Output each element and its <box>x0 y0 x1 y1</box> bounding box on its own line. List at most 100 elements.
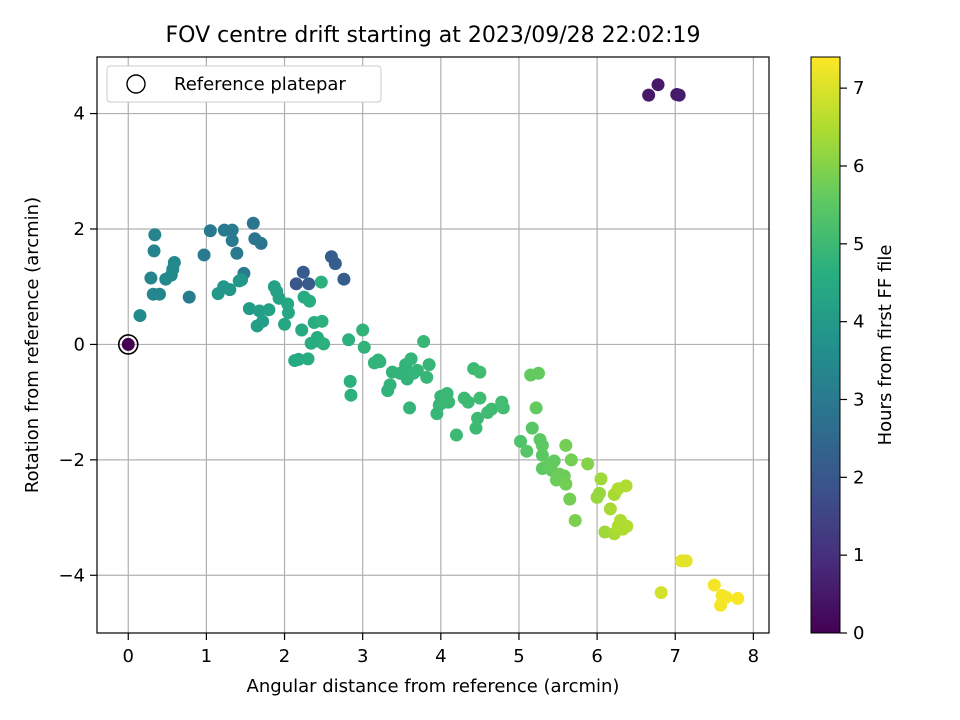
data-point <box>514 434 528 448</box>
data-point <box>485 402 499 416</box>
x-tick-label: 8 <box>748 646 759 667</box>
data-point <box>592 486 606 500</box>
data-point <box>121 337 135 351</box>
data-point <box>469 421 483 435</box>
data-point <box>303 294 317 308</box>
data-point <box>410 363 424 377</box>
colorbar-tick-label: 2 <box>853 467 864 488</box>
colorbar-gradient <box>810 56 841 634</box>
data-point <box>535 438 549 452</box>
data-point <box>559 438 573 452</box>
grid <box>97 57 769 633</box>
data-point <box>672 88 686 102</box>
data-point <box>651 78 665 92</box>
data-point <box>568 513 582 527</box>
data-point <box>563 492 577 506</box>
data-point <box>197 248 211 262</box>
data-point <box>144 271 158 285</box>
legend-box <box>106 65 382 103</box>
data-point <box>337 272 351 286</box>
data-point <box>520 444 534 458</box>
data-point <box>343 374 357 388</box>
data-point <box>225 234 239 248</box>
colorbar-label: Hours from first FF file <box>875 245 896 446</box>
data-point <box>235 273 249 287</box>
data-point <box>182 290 196 304</box>
data-point <box>531 366 545 380</box>
x-tick-label: 1 <box>201 646 212 667</box>
data-point <box>442 395 456 409</box>
y-tick-label: 0 <box>74 334 85 355</box>
data-point <box>473 391 487 405</box>
data-point <box>547 454 561 468</box>
colorbar-tick-label: 4 <box>853 312 864 333</box>
data-point <box>344 388 358 402</box>
data-point <box>289 277 303 291</box>
y-tick-label: 4 <box>74 104 85 125</box>
data-point <box>148 228 162 242</box>
x-tick-label: 0 <box>123 646 134 667</box>
data-point <box>357 340 371 354</box>
data-point <box>301 352 315 366</box>
data-point <box>471 411 485 425</box>
data-point <box>581 457 595 471</box>
colorbar-tick-label: 3 <box>853 389 864 410</box>
data-point <box>296 265 310 279</box>
data-point <box>654 586 668 600</box>
data-point <box>383 378 397 392</box>
data-point <box>422 358 436 372</box>
chart-title: FOV centre drift starting at 2023/09/28 … <box>166 23 701 48</box>
data-point <box>529 401 543 415</box>
data-point <box>404 352 418 366</box>
colorbar-ticks: 0 1 2 3 4 5 6 7 <box>840 78 864 644</box>
data-point <box>246 216 260 230</box>
data-point <box>564 453 578 467</box>
data-point <box>559 477 573 491</box>
data-point <box>254 236 268 250</box>
data-point <box>603 502 617 516</box>
data-point <box>256 314 270 328</box>
x-axis-ticks: 0 1 2 3 4 5 6 7 8 <box>123 633 759 667</box>
data-point <box>281 306 295 320</box>
y-axis-ticks: −4 −2 0 2 4 <box>58 104 97 586</box>
data-point <box>317 337 331 351</box>
y-tick-label: −2 <box>58 450 85 471</box>
data-point <box>133 309 147 323</box>
colorbar-tick-label: 0 <box>853 623 864 644</box>
data-point <box>314 275 328 289</box>
data-point <box>525 421 539 435</box>
data-point <box>731 591 745 605</box>
data-point <box>230 246 244 260</box>
data-point <box>594 472 608 486</box>
data-point <box>225 223 239 237</box>
data-point <box>203 224 217 238</box>
data-point <box>302 277 316 291</box>
data-point <box>473 365 487 379</box>
data-point <box>535 448 549 462</box>
data-point <box>242 302 256 316</box>
x-tick-label: 5 <box>513 646 524 667</box>
legend: Reference platepar <box>106 65 382 103</box>
data-point <box>356 323 370 337</box>
data-point <box>373 355 387 369</box>
colorbar-tick-label: 1 <box>853 545 864 566</box>
data-point <box>619 479 633 493</box>
data-points <box>117 78 745 612</box>
x-tick-label: 4 <box>435 646 446 667</box>
colorbar-tick-label: 5 <box>853 234 864 255</box>
legend-label: Reference platepar <box>174 74 346 95</box>
data-point <box>295 323 309 337</box>
legend-marker <box>126 74 146 94</box>
x-axis-label: Angular distance from reference (arcmin) <box>247 676 620 697</box>
data-point <box>167 255 181 269</box>
y-tick-label: −4 <box>58 565 85 586</box>
data-point <box>223 283 237 297</box>
data-point <box>342 333 356 347</box>
data-point <box>278 317 292 331</box>
data-point <box>642 88 656 102</box>
data-point <box>403 401 417 415</box>
x-tick-label: 7 <box>670 646 681 667</box>
data-point <box>719 590 733 604</box>
data-point <box>417 335 431 349</box>
